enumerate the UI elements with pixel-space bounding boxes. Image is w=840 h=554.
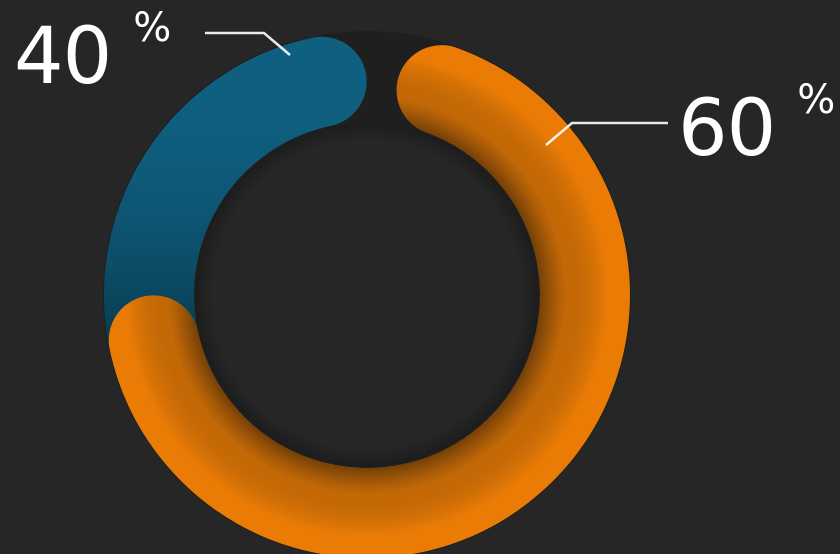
percent-label-60: 60% xyxy=(678,80,835,168)
donut-hole xyxy=(195,123,539,467)
percent-value-40: 40 xyxy=(14,12,112,102)
percent-label-40: 40% xyxy=(14,8,171,96)
percent-sign-60: % xyxy=(797,77,836,123)
leader-line-40 xyxy=(205,31,291,56)
leader-line-60 xyxy=(545,121,668,146)
percent-value-60: 60 xyxy=(678,84,776,174)
slice-60-shading xyxy=(108,45,630,554)
percent-sign-40: % xyxy=(133,5,172,51)
